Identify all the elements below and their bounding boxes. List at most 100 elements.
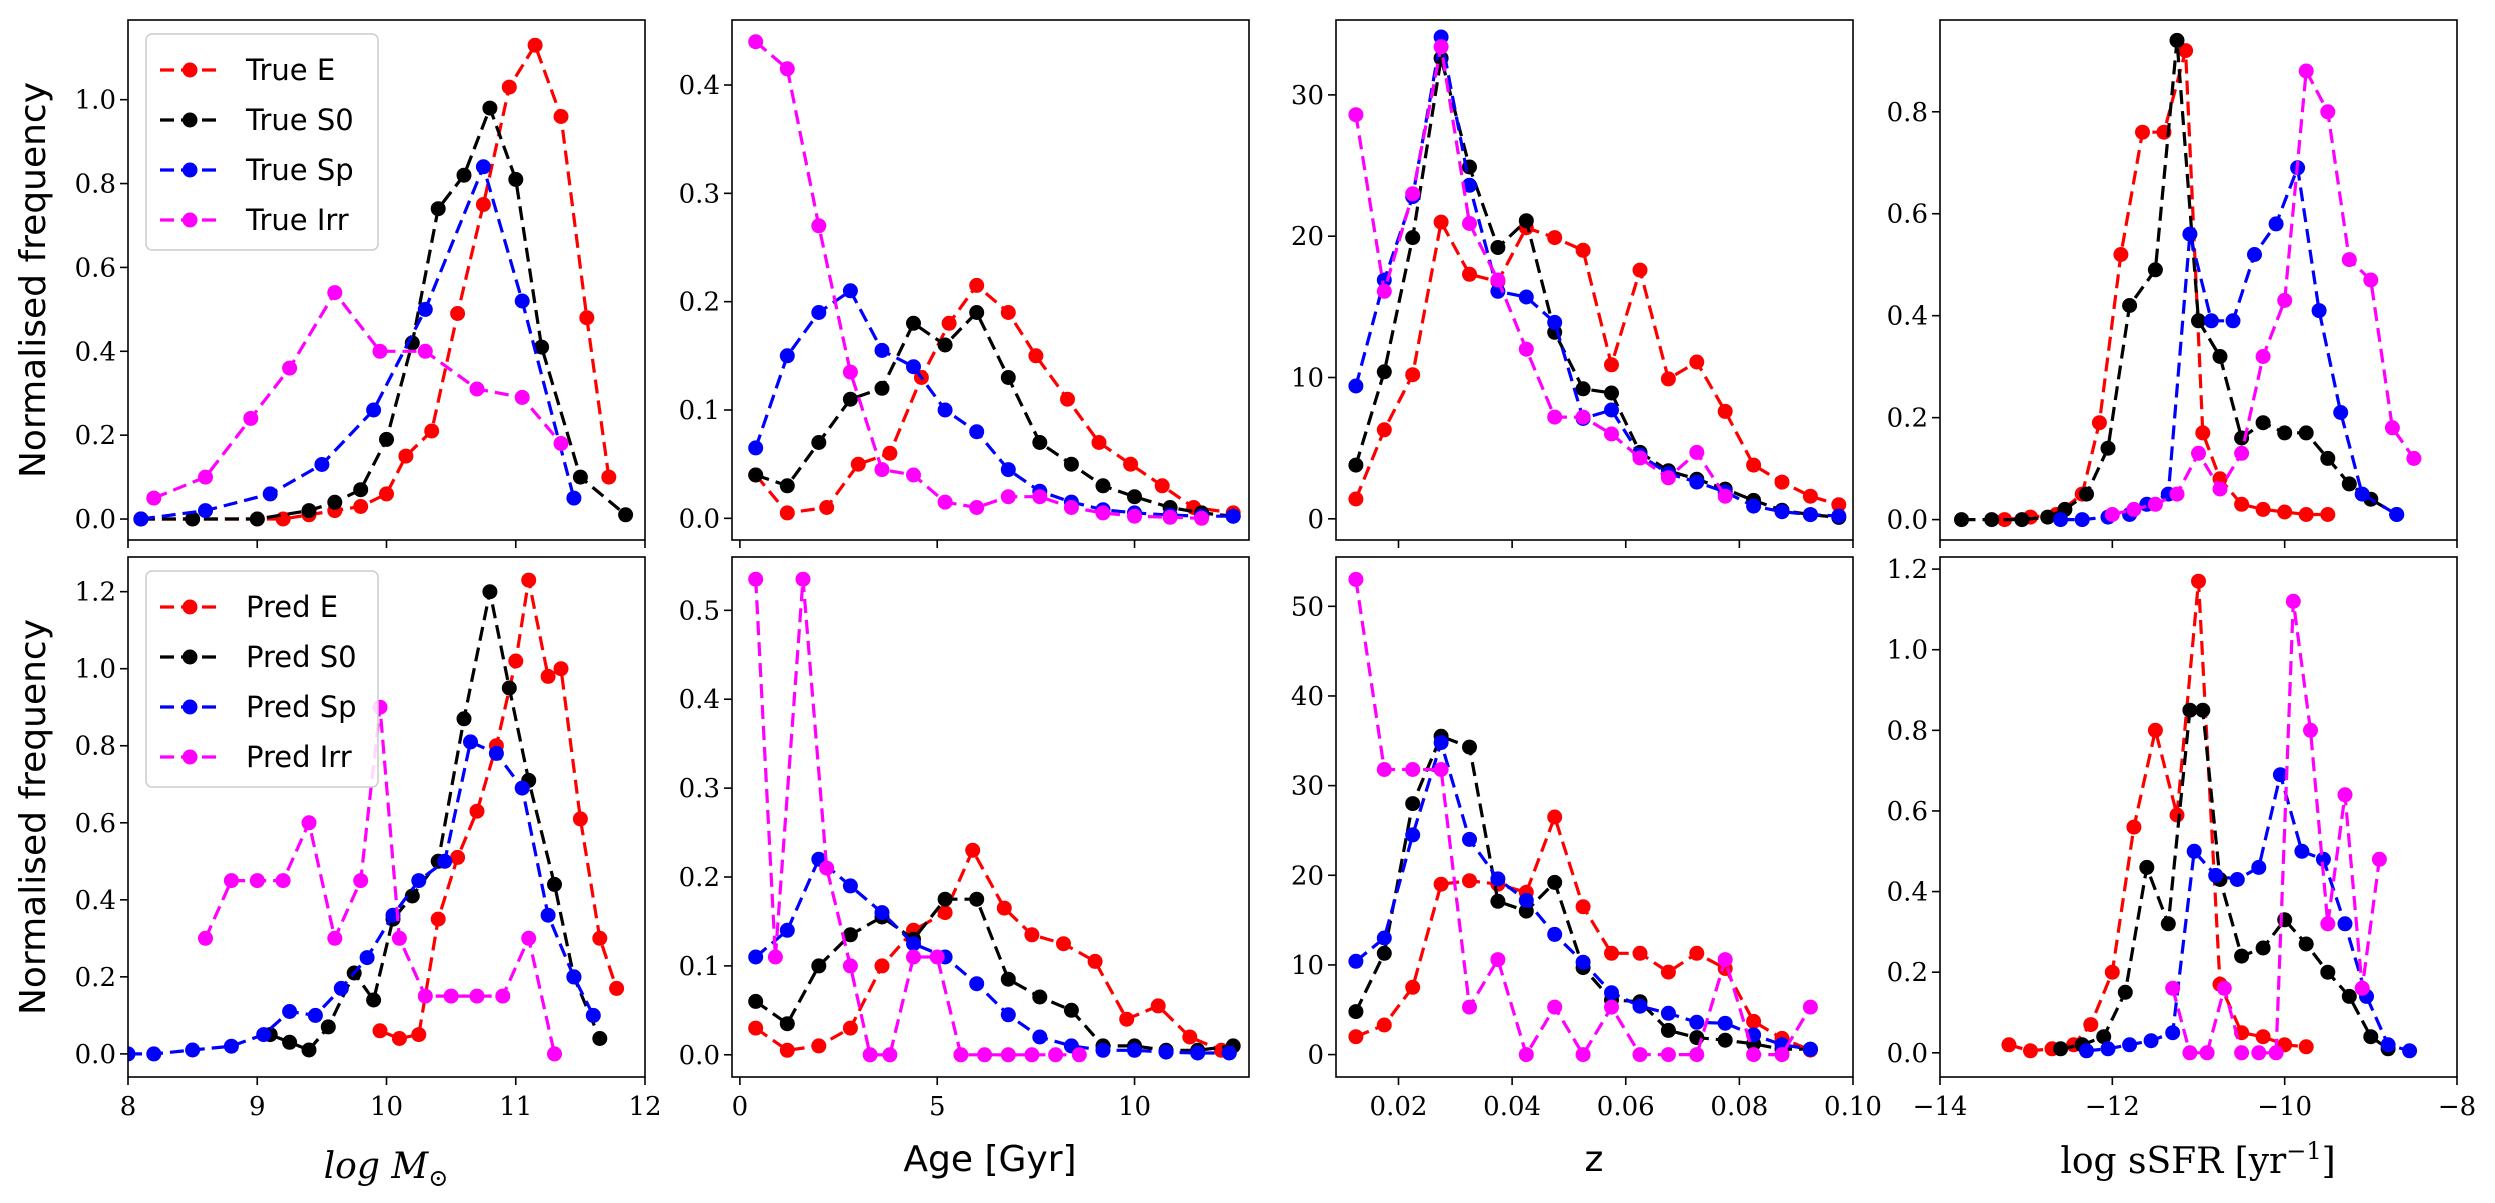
- data-point-e: [430, 911, 446, 927]
- data-point-irr: [1462, 999, 1477, 1015]
- data-point-sp: [2389, 507, 2405, 522]
- data-point-sp: [262, 486, 278, 502]
- data-point-irr: [2212, 481, 2228, 497]
- data-point-e: [450, 306, 466, 321]
- panel-1-2: 0 10 20 30 40 50 0.02 0.04 0.06 0.08 0.10: [1291, 556, 1882, 1122]
- series-line-sp: [2060, 161, 2398, 522]
- data-point-s0: [301, 503, 317, 519]
- data-point-irr: [327, 285, 343, 301]
- data-point-s0: [2341, 476, 2357, 492]
- xlabel-ssfr: log sSFR [yr−1]: [2060, 1137, 2335, 1182]
- data-point-s0: [2195, 702, 2211, 718]
- data-point-irr: [1490, 952, 1506, 968]
- data-point-e: [2104, 964, 2120, 980]
- data-point-e: [1831, 497, 1847, 513]
- data-point-sp: [842, 283, 858, 299]
- series-line-e: [379, 579, 619, 1041]
- data-point-irr: [874, 462, 890, 478]
- series-line-irr: [2111, 65, 2416, 517]
- panel-1-1: 0.0 0.1 0.2 0.3 0.4 0.5 0 5 10: [679, 556, 1250, 1122]
- data-point-s0: [301, 1042, 317, 1058]
- data-point-e: [372, 1023, 388, 1039]
- data-point-e: [2255, 501, 2271, 517]
- data-point-e: [475, 197, 491, 212]
- data-point-s0: [2255, 415, 2271, 431]
- data-point-e: [424, 423, 440, 439]
- data-point-e: [1405, 979, 1421, 995]
- y-tick-label: 30: [1291, 772, 1324, 802]
- data-point-irr: [862, 1047, 878, 1063]
- series-line-sp: [754, 856, 1230, 1055]
- data-point-sp: [282, 1004, 298, 1019]
- x-tick-label: 9: [249, 1092, 266, 1122]
- legend-label: Pred Sp: [246, 690, 357, 724]
- data-point-s0: [353, 482, 369, 498]
- data-point-sp: [1660, 1005, 1676, 1021]
- y-tick-label: 0.4: [679, 71, 720, 101]
- data-point-s0: [1954, 512, 1969, 528]
- data-point-e: [391, 1031, 407, 1046]
- data-point-e: [779, 1042, 795, 1058]
- data-point-irr: [819, 860, 835, 876]
- data-point-e: [527, 37, 543, 53]
- data-point-irr: [1194, 510, 1210, 526]
- legend-marker: [182, 112, 198, 128]
- data-point-sp: [2402, 1043, 2418, 1059]
- data-point-e: [469, 803, 485, 819]
- data-point-irr: [1462, 216, 1477, 231]
- data-point-sp: [359, 950, 375, 966]
- data-point-e: [2191, 573, 2206, 589]
- x-tick-label: 0.06: [1597, 1092, 1655, 1122]
- series-line-e: [140, 41, 611, 521]
- data-point-sp: [2380, 1037, 2396, 1053]
- data-point-sp: [2079, 1043, 2094, 1059]
- data-point-irr: [779, 61, 795, 77]
- data-point-sp: [2203, 313, 2219, 329]
- data-point-sp: [333, 980, 349, 996]
- data-point-irr: [146, 490, 162, 506]
- y-tick-label: 0.2: [1887, 958, 1928, 988]
- data-point-irr: [937, 494, 953, 510]
- x-tick-label: 0.10: [1824, 1092, 1882, 1122]
- data-point-irr: [2371, 851, 2387, 867]
- data-point-irr: [906, 467, 921, 483]
- data-point-irr: [1660, 1047, 1676, 1063]
- data-point-irr: [1433, 39, 1449, 55]
- data-point-e: [965, 842, 981, 858]
- data-point-e: [553, 109, 569, 124]
- data-point-sp: [2247, 247, 2262, 262]
- data-point-sp: [514, 780, 530, 796]
- data-point-irr: [748, 34, 764, 50]
- data-point-sp: [2186, 843, 2202, 859]
- data-point-e: [592, 930, 608, 946]
- data-point-irr: [1717, 952, 1733, 968]
- data-point-sp: [2100, 1041, 2116, 1057]
- data-point-sp: [307, 1007, 323, 1023]
- series-line-e: [2008, 581, 2307, 1053]
- legend: Pred E Pred S0 Pred Sp Pred Irr: [145, 570, 379, 788]
- data-point-s0: [185, 511, 201, 527]
- data-point-irr: [1518, 1047, 1534, 1063]
- data-point-irr: [2268, 1045, 2284, 1061]
- x-tick-label: 11: [499, 1092, 532, 1122]
- data-point-e: [609, 980, 625, 996]
- xlabel-z: z: [1585, 1139, 1604, 1180]
- data-point-sp: [969, 976, 985, 992]
- data-point-s0: [482, 584, 498, 600]
- x-tick-label: 8: [120, 1092, 137, 1122]
- panel-1-0: 0.0 0.2 0.4 0.6 0.8 1.0 1.2 8 9 10 11 12: [75, 556, 662, 1122]
- data-point-irr: [327, 930, 343, 946]
- data-point-irr: [469, 381, 485, 397]
- data-point-irr: [906, 949, 921, 965]
- data-point-s0: [404, 888, 420, 904]
- data-point-s0: [2014, 512, 2030, 528]
- data-point-e: [2320, 507, 2336, 522]
- y-tick-label: 40: [1291, 682, 1324, 712]
- data-point-e: [996, 900, 1012, 916]
- data-point-irr: [243, 410, 259, 426]
- y-tick-label: 0.2: [75, 421, 116, 451]
- series-line-sp: [2086, 774, 2411, 1053]
- data-point-sp: [1433, 735, 1449, 751]
- data-point-e: [1087, 953, 1103, 969]
- axis-labels: Normalised frequency Normalised frequenc…: [13, 82, 2336, 1192]
